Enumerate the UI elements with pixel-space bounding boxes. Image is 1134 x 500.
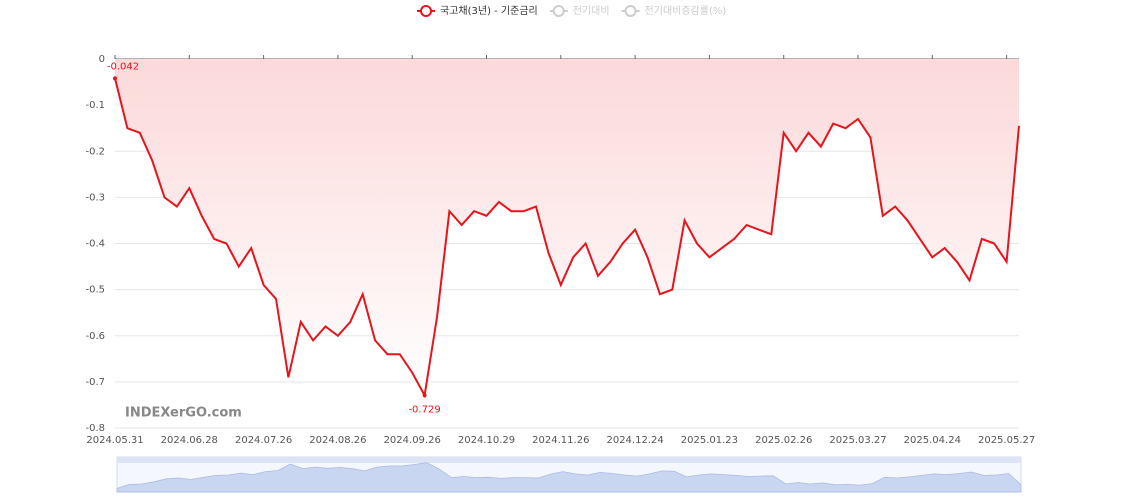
x-tick-label: 2025.01.23 (681, 435, 738, 446)
x-tick-label: 2025.04.24 (904, 435, 961, 446)
x-tick-label: 2025.05.27 (978, 435, 1035, 446)
zoom-handle[interactable] (117, 457, 1021, 463)
legend-label[interactable]: 전기대비 (573, 5, 610, 17)
legend-marker[interactable] (552, 5, 565, 17)
watermark: INDEXerGO.com (125, 406, 242, 421)
y-tick-label: -0.8 (85, 423, 105, 434)
value-label: -0.042 (107, 61, 139, 72)
x-tick-label: 2024.12.24 (606, 435, 663, 446)
area (115, 59, 1019, 396)
x-tick-label: 2024.10.29 (458, 435, 515, 446)
y-tick-label: -0.7 (85, 377, 105, 388)
zoom-preview (116, 462, 1022, 493)
x-tick-label: 2024.09.26 (384, 435, 441, 446)
x-tick-label: 2024.11.26 (532, 435, 589, 446)
point (422, 393, 427, 398)
legend-label[interactable]: 전기대비증감률(%) (645, 5, 727, 17)
point (113, 76, 117, 81)
legend-marker[interactable] (624, 5, 637, 17)
legend-marker[interactable] (420, 5, 432, 17)
y-tick-label: -0.4 (85, 239, 105, 250)
y-tick-label: -0.2 (85, 146, 105, 157)
y-tick-label: 0 (99, 54, 105, 65)
x-tick-label: 2024.07.26 (235, 435, 292, 446)
y-tick-label: -0.6 (85, 331, 105, 342)
x-tick-label: 2025.02.26 (755, 435, 812, 446)
value-label: -0.729 (408, 404, 440, 415)
x-tick-label: 2024.05.31 (86, 435, 143, 446)
y-tick-label: -0.3 (85, 192, 105, 203)
x-tick-label: 2024.06.28 (161, 435, 218, 446)
line (114, 78, 1020, 399)
legend-label[interactable]: 국고채(3년) - 기준금리 (440, 5, 538, 17)
y-tick-label: -0.5 (85, 285, 105, 296)
x-tick-label: 2025.03.27 (829, 435, 886, 446)
x-tick-label: 2024.08.26 (309, 435, 366, 446)
y-tick-label: -0.1 (85, 100, 105, 111)
legend: 국고채(3년) - 기준금리 전기대비 전기대비증감률(%) (417, 5, 726, 17)
